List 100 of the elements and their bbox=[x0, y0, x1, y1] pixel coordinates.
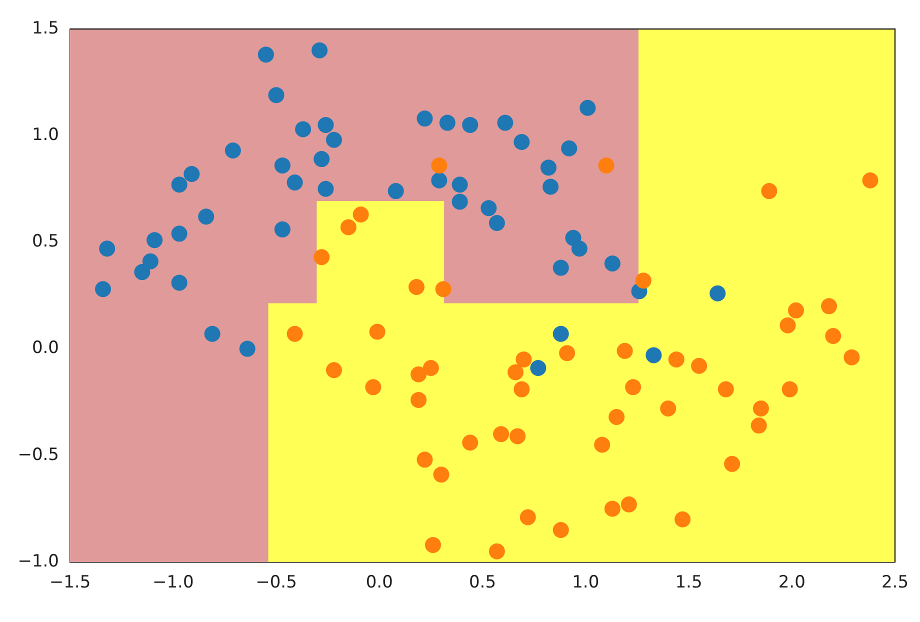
point bbox=[452, 176, 468, 193]
x-tick-label: 0.5 bbox=[468, 572, 496, 593]
point bbox=[821, 298, 837, 314]
x-tick-label: −1.5 bbox=[49, 572, 91, 593]
point bbox=[369, 324, 386, 340]
point bbox=[510, 428, 526, 444]
point bbox=[365, 379, 382, 396]
point bbox=[594, 436, 610, 453]
x-tick-label: 2.0 bbox=[778, 572, 806, 593]
point bbox=[604, 500, 620, 517]
point bbox=[674, 511, 691, 528]
point bbox=[274, 221, 290, 238]
point bbox=[625, 379, 642, 396]
point bbox=[134, 264, 150, 280]
point bbox=[416, 110, 433, 127]
y-tick-label: 1.5 bbox=[32, 18, 59, 38]
point bbox=[224, 142, 241, 159]
point bbox=[660, 400, 676, 416]
point bbox=[408, 278, 424, 295]
point bbox=[286, 326, 303, 342]
point bbox=[326, 132, 342, 148]
point bbox=[318, 180, 334, 197]
point bbox=[646, 347, 662, 364]
point bbox=[620, 496, 637, 512]
point bbox=[780, 317, 796, 334]
point bbox=[571, 240, 588, 257]
point bbox=[862, 172, 878, 188]
point bbox=[314, 151, 330, 168]
point bbox=[340, 219, 356, 236]
point bbox=[312, 42, 328, 58]
point bbox=[171, 274, 188, 291]
point bbox=[635, 272, 652, 289]
point bbox=[198, 208, 214, 225]
point bbox=[844, 349, 860, 366]
point bbox=[435, 281, 452, 298]
point bbox=[452, 194, 468, 210]
x-tick-label: 0.0 bbox=[366, 572, 393, 593]
point bbox=[274, 157, 290, 174]
point bbox=[580, 100, 596, 116]
x-tick-label: 2.5 bbox=[881, 572, 909, 593]
point bbox=[761, 183, 778, 200]
point bbox=[488, 543, 505, 560]
point bbox=[171, 176, 188, 193]
point bbox=[782, 381, 798, 398]
point bbox=[514, 134, 530, 150]
point bbox=[258, 46, 274, 63]
point bbox=[431, 172, 448, 188]
point bbox=[480, 200, 497, 216]
y-tick-label: −0.5 bbox=[18, 444, 59, 465]
point bbox=[184, 166, 200, 182]
point bbox=[204, 326, 220, 342]
point bbox=[752, 400, 769, 416]
point bbox=[95, 281, 111, 298]
point bbox=[171, 226, 188, 242]
point bbox=[286, 174, 303, 191]
point bbox=[608, 409, 625, 426]
y-tick-label: 0.5 bbox=[32, 232, 59, 252]
point bbox=[431, 157, 448, 174]
x-tick-label: −0.5 bbox=[256, 572, 297, 593]
point bbox=[433, 466, 450, 483]
point bbox=[314, 249, 330, 266]
point bbox=[425, 536, 441, 553]
point bbox=[514, 381, 530, 398]
point bbox=[598, 157, 614, 174]
point bbox=[616, 342, 633, 359]
point bbox=[439, 114, 456, 131]
point bbox=[552, 522, 569, 538]
point bbox=[710, 285, 726, 302]
point bbox=[268, 87, 284, 104]
point bbox=[540, 160, 556, 176]
point bbox=[552, 260, 569, 276]
point bbox=[516, 351, 532, 368]
point bbox=[559, 345, 576, 362]
point bbox=[416, 452, 433, 468]
point bbox=[668, 351, 684, 368]
point bbox=[352, 206, 369, 222]
point bbox=[462, 434, 478, 451]
point bbox=[750, 418, 767, 434]
point bbox=[99, 240, 116, 257]
point bbox=[508, 364, 524, 380]
point bbox=[497, 114, 514, 131]
point bbox=[542, 178, 559, 195]
point bbox=[552, 326, 569, 342]
point bbox=[422, 360, 439, 376]
point bbox=[493, 426, 510, 442]
point bbox=[326, 362, 342, 378]
point bbox=[561, 140, 578, 156]
point bbox=[295, 121, 312, 138]
y-tick-label: −1.0 bbox=[18, 551, 59, 572]
point bbox=[604, 256, 620, 272]
point bbox=[825, 328, 842, 344]
x-tick-label: −1.0 bbox=[152, 572, 194, 593]
point bbox=[318, 116, 334, 133]
point bbox=[239, 340, 256, 357]
point bbox=[724, 456, 740, 472]
point bbox=[410, 392, 427, 408]
point bbox=[788, 302, 804, 318]
point bbox=[388, 183, 404, 200]
point bbox=[410, 366, 427, 382]
y-tick-label: 1.0 bbox=[32, 125, 59, 146]
